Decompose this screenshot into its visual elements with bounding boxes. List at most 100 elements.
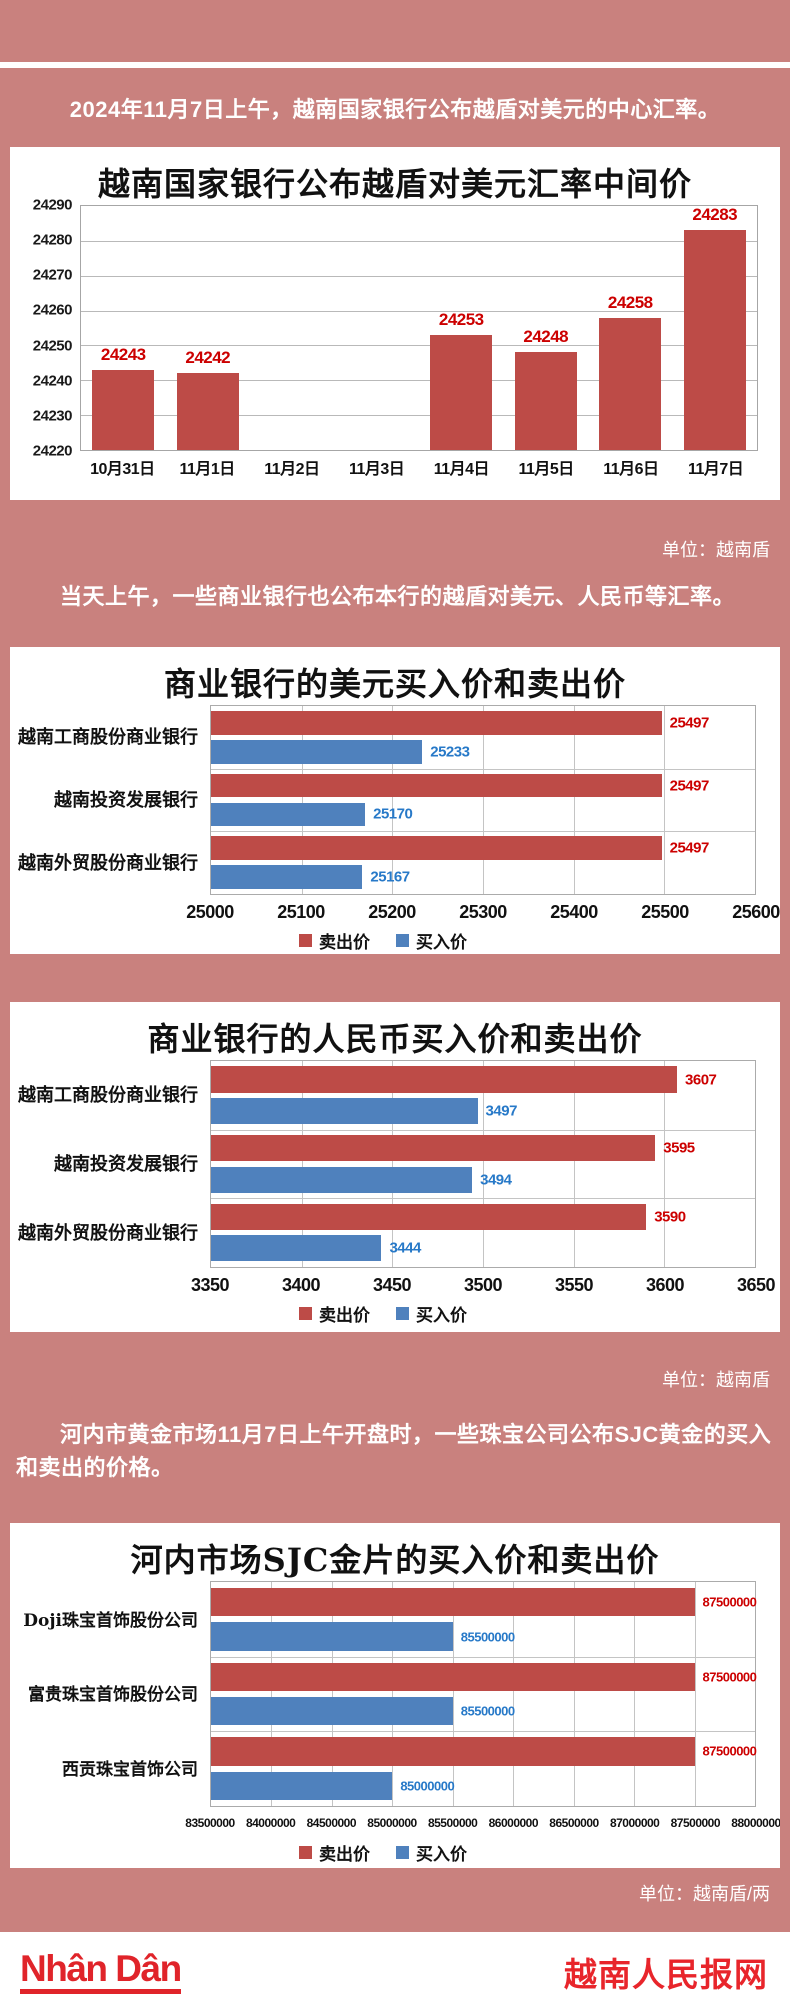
bar-value-label: 85500000 [460, 1703, 515, 1719]
x-tick-label: 85000000 [367, 1816, 417, 1830]
x-tick-label: 11月2日 [264, 461, 320, 478]
x-tick-label: 3550 [554, 1275, 594, 1295]
bar-value-label: 24283 [692, 205, 738, 225]
intro-text: 2024年11月7日上午，越南国家银行公布越盾对美元的中心汇率。 [69, 96, 721, 122]
x-tick-label: 25300 [459, 902, 507, 922]
x-tick-label: 88000000 [731, 1816, 780, 1830]
x-tick-label: 3650 [736, 1275, 776, 1295]
top-band [0, 0, 790, 62]
legend: 卖出价 买入价 [10, 1837, 756, 1867]
x-tick-label: 87000000 [609, 1816, 660, 1830]
column-chart-body: 24290 24280 24270 24260 24250 24240 24230 24220… [18, 197, 758, 460]
legend: 卖出价 买入价 [10, 925, 756, 954]
bar-value-label: 3595 [663, 1139, 695, 1157]
category-labels: Doji珠宝首饰股份公司 富贵珠宝首饰股份公司 西贡珠宝首饰公司 [10, 1581, 210, 1807]
plot-area: 25497 25233 25497 25170 25497 25167 [210, 705, 756, 895]
chart-title-usd-banks: 商业银行的美元买入价和卖出价 [163, 665, 626, 703]
category-label: 越南工商股份商业银行 [18, 1085, 198, 1107]
hbar-chart-body: 越南工商股份商业银行 越南投资发展银行 越南外贸股份商业银行 25497 25233 25… [10, 705, 756, 895]
bar [683, 230, 746, 450]
gridline [392, 1061, 394, 1267]
bar-value-label: 25497 [669, 839, 710, 857]
plot-area: 24243 24242 24253 24248 24258 24283 [80, 205, 758, 451]
hbar-chart-body: 越南工商股份商业银行 越南投资发展银行 越南外贸股份商业银行 3607 3497 3595… [10, 1060, 756, 1268]
legend-swatch [299, 933, 312, 947]
legend-label: 卖出价 [319, 932, 370, 953]
legend-swatch [299, 1306, 312, 1320]
bar [211, 1203, 647, 1230]
x-axis-labels: 83500000 84000000 84500000 85000000 85500000… [185, 1807, 780, 1837]
gridline [271, 1582, 273, 1806]
legend-swatch [396, 933, 409, 947]
x-axis-labels: 3350 3400 3450 3500 3550 3600 3650 [191, 1268, 776, 1298]
gridline [81, 380, 757, 382]
chart-canvas-usd-banks: 越南工商股份商业银行 越南投资发展银行 越南外贸股份商业银行 25497 25233 25… [10, 705, 780, 954]
unit-note-1: 单位：越南盾 [662, 540, 770, 560]
category-label: 越南外贸股份商业银行 [18, 1222, 198, 1244]
bar-value-label: 25170 [373, 805, 413, 823]
legend-item: 卖出价 [299, 1840, 370, 1865]
gridline [392, 1582, 394, 1806]
category-label: 西贡珠宝首饰公司 [62, 1760, 198, 1781]
category-label: 越南投资发展银行 [54, 1153, 198, 1175]
site-name: 越南人民报网 [564, 1956, 768, 1993]
bar-value-label: 24243 [100, 344, 146, 364]
bar [599, 317, 662, 450]
y-tick-label: 24240 [32, 372, 73, 390]
x-tick-label: 3400 [281, 1275, 321, 1295]
nhandan-logo: Nhân Dân [20, 1949, 182, 1995]
x-tick-label: 11月7日 [687, 461, 744, 478]
gridline [301, 1061, 303, 1267]
x-tick-label: 84000000 [245, 1816, 296, 1830]
category-separator [211, 831, 755, 833]
x-tick-label: 25600 [732, 902, 780, 922]
y-tick-label: 24270 [32, 266, 73, 284]
x-tick-label: 25000 [186, 902, 234, 922]
y-axis-labels: 24290 24280 24270 24260 24250 24240 24230 24220 [18, 197, 80, 460]
divider-line [0, 62, 790, 68]
gridline [634, 1582, 636, 1806]
legend-label: 卖出价 [319, 1305, 370, 1326]
category-separator [211, 1656, 755, 1658]
gridline [573, 1061, 575, 1267]
bar [211, 1166, 473, 1193]
legend-label: 买入价 [416, 1844, 467, 1865]
bar [211, 1771, 393, 1800]
x-tick-label: 87500000 [670, 1816, 721, 1830]
unit-note-2: 单位：越南盾 [662, 1370, 770, 1390]
chart-title-sjc-gold: 河内市场SJC金片的买入价和卖出价 [130, 1541, 660, 1579]
bar [514, 352, 577, 450]
x-tick-label: 84500000 [306, 1816, 357, 1830]
x-tick-label: 11月6日 [603, 461, 659, 478]
legend-item: 买入价 [396, 928, 467, 953]
spacer [0, 954, 790, 1002]
chart-title-usd-midrate: 越南国家银行公布越盾对美元汇率中间价 [97, 165, 692, 203]
bar-value-label: 3590 [654, 1208, 686, 1226]
gridline [392, 706, 394, 894]
bar [211, 865, 363, 889]
x-tick-label: 3600 [645, 1275, 685, 1295]
x-tick-label: 83500000 [185, 1816, 235, 1830]
bar-value-label: 25167 [370, 868, 410, 886]
x-tick-label: 3450 [372, 1275, 412, 1295]
category-label: Doji珠宝首饰股份公司 [23, 1610, 198, 1631]
bar [211, 802, 366, 827]
chart-canvas-sjc-gold: Doji珠宝首饰股份公司 富贵珠宝首饰股份公司 西贡珠宝首饰公司 87500000 85… [10, 1581, 780, 1868]
chart-title-cny-banks: 商业银行的人民币买入价和卖出价 [147, 1020, 643, 1058]
x-tick-label: 3500 [463, 1275, 503, 1295]
bar [211, 1622, 453, 1651]
legend-swatch [396, 1845, 409, 1859]
bar-value-label: 24253 [438, 309, 484, 329]
x-tick-label: 86000000 [488, 1816, 539, 1830]
category-labels: 越南工商股份商业银行 越南投资发展银行 越南外贸股份商业银行 [10, 705, 210, 895]
legend-swatch [396, 1306, 409, 1320]
unit-note-3: 单位：越南盾/两 [638, 1884, 770, 1904]
bar [211, 1587, 695, 1617]
bar-value-label: 3444 [389, 1239, 421, 1257]
bar-value-label: 24258 [607, 292, 653, 312]
gridline [694, 1582, 696, 1806]
legend-label: 卖出价 [319, 1844, 370, 1865]
bar-value-label: 85500000 [460, 1629, 515, 1644]
bar-value-label: 24242 [185, 348, 231, 368]
legend-item: 买入价 [396, 1301, 467, 1326]
